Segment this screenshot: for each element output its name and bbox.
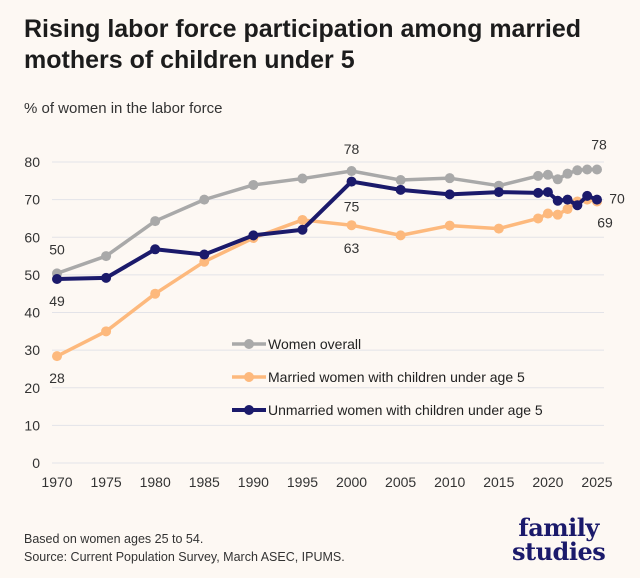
data-point — [542, 208, 553, 219]
legend-label: Married women with children under age 5 — [268, 369, 525, 385]
y-tick-label: 0 — [32, 455, 40, 471]
legend-label: Unmarried women with children under age … — [268, 402, 543, 418]
y-tick-label: 30 — [24, 342, 40, 358]
data-point — [395, 230, 406, 241]
data-point — [150, 216, 161, 227]
x-tick-label: 1970 — [41, 474, 72, 490]
data-point — [582, 190, 593, 201]
data-point — [444, 220, 455, 231]
data-point — [248, 230, 259, 241]
series-0: Women overall — [52, 164, 602, 352]
note-sample: Based on women ages 25 to 54. — [24, 532, 204, 546]
data-point — [346, 176, 357, 187]
data-point — [248, 179, 259, 190]
y-tick-label: 50 — [24, 267, 40, 283]
legend-label: Women overall — [268, 336, 361, 352]
data-point — [297, 224, 308, 235]
data-point — [297, 173, 308, 184]
y-tick-label: 20 — [24, 380, 40, 396]
x-tick-label: 1985 — [189, 474, 220, 490]
data-point — [582, 164, 593, 175]
x-tick-label: 2000 — [336, 474, 367, 490]
data-point — [572, 165, 583, 176]
y-axis-label: % of women in the labor force — [24, 100, 223, 117]
data-point — [199, 249, 210, 260]
data-point — [562, 168, 573, 179]
data-label: 75 — [344, 199, 360, 215]
data-point — [444, 173, 455, 184]
note-source: Source: Current Population Survey, March… — [24, 550, 345, 564]
data-point — [562, 194, 573, 205]
data-point — [297, 214, 308, 225]
series-line — [56, 197, 598, 358]
legend-marker — [244, 372, 254, 382]
series-1: Married women with children under age 5 — [52, 194, 602, 385]
data-point — [52, 351, 62, 362]
data-point — [552, 174, 563, 185]
data-label: 63 — [344, 240, 360, 256]
data-point — [533, 213, 544, 224]
data-point — [493, 187, 504, 198]
data-point — [493, 223, 504, 234]
data-point — [533, 170, 544, 181]
data-point — [101, 326, 112, 337]
data-point — [101, 272, 112, 283]
data-point — [592, 194, 602, 205]
data-point — [150, 288, 161, 299]
x-tick-label: 1995 — [287, 474, 318, 490]
y-tick-label: 70 — [24, 192, 40, 208]
data-point — [101, 251, 112, 262]
data-label: 28 — [49, 370, 65, 386]
footnotes: Based on women ages 25 to 54. Source: Cu… — [24, 530, 345, 566]
data-point — [533, 187, 544, 198]
data-point — [199, 256, 210, 267]
x-tick-label: 1975 — [91, 474, 122, 490]
x-tick-label: 2025 — [581, 474, 612, 490]
data-point — [52, 274, 62, 285]
data-point — [444, 189, 455, 200]
logo-line-2: studies — [512, 537, 606, 566]
y-tick-label: 40 — [24, 305, 40, 321]
logo-line-1: family — [518, 513, 599, 542]
data-point — [395, 184, 406, 195]
data-label: 69 — [597, 215, 613, 231]
series-2: Unmarried women with children under age … — [52, 176, 602, 418]
chart-title: Rising labor force participation among m… — [24, 15, 582, 74]
legend-marker — [244, 405, 254, 415]
y-tick-label: 60 — [24, 229, 40, 245]
data-point — [395, 175, 406, 186]
legend-marker — [244, 339, 254, 349]
x-tick-label: 2005 — [385, 474, 416, 490]
data-point — [199, 194, 210, 205]
data-label: 70 — [609, 191, 625, 207]
x-tick-label: 2010 — [434, 474, 465, 490]
line-chart: 0 10 20 30 40 50 60 70 80 1970 1975 1980 1985 1990 199… — [24, 137, 625, 490]
data-point — [150, 244, 161, 255]
data-point — [346, 220, 357, 231]
x-tick-label: 1980 — [140, 474, 171, 490]
data-point — [562, 204, 573, 215]
data-label: 49 — [49, 293, 65, 309]
data-point — [592, 164, 602, 175]
x-tick-label: 2015 — [483, 474, 514, 490]
data-point — [542, 187, 553, 198]
x-tick-label: 1990 — [238, 474, 269, 490]
data-label: 50 — [49, 241, 65, 257]
data-point — [552, 209, 563, 220]
data-point — [542, 169, 553, 180]
family-studies-logo: family studies — [512, 513, 606, 566]
data-point — [572, 200, 583, 211]
y-tick-label: 80 — [24, 154, 40, 170]
data-label: 78 — [344, 141, 360, 157]
series-line — [56, 179, 598, 282]
data-point — [346, 166, 357, 177]
x-tick-label: 2020 — [532, 474, 563, 490]
data-point — [552, 195, 563, 206]
y-tick-label: 10 — [24, 417, 40, 433]
data-label: 78 — [591, 137, 607, 153]
